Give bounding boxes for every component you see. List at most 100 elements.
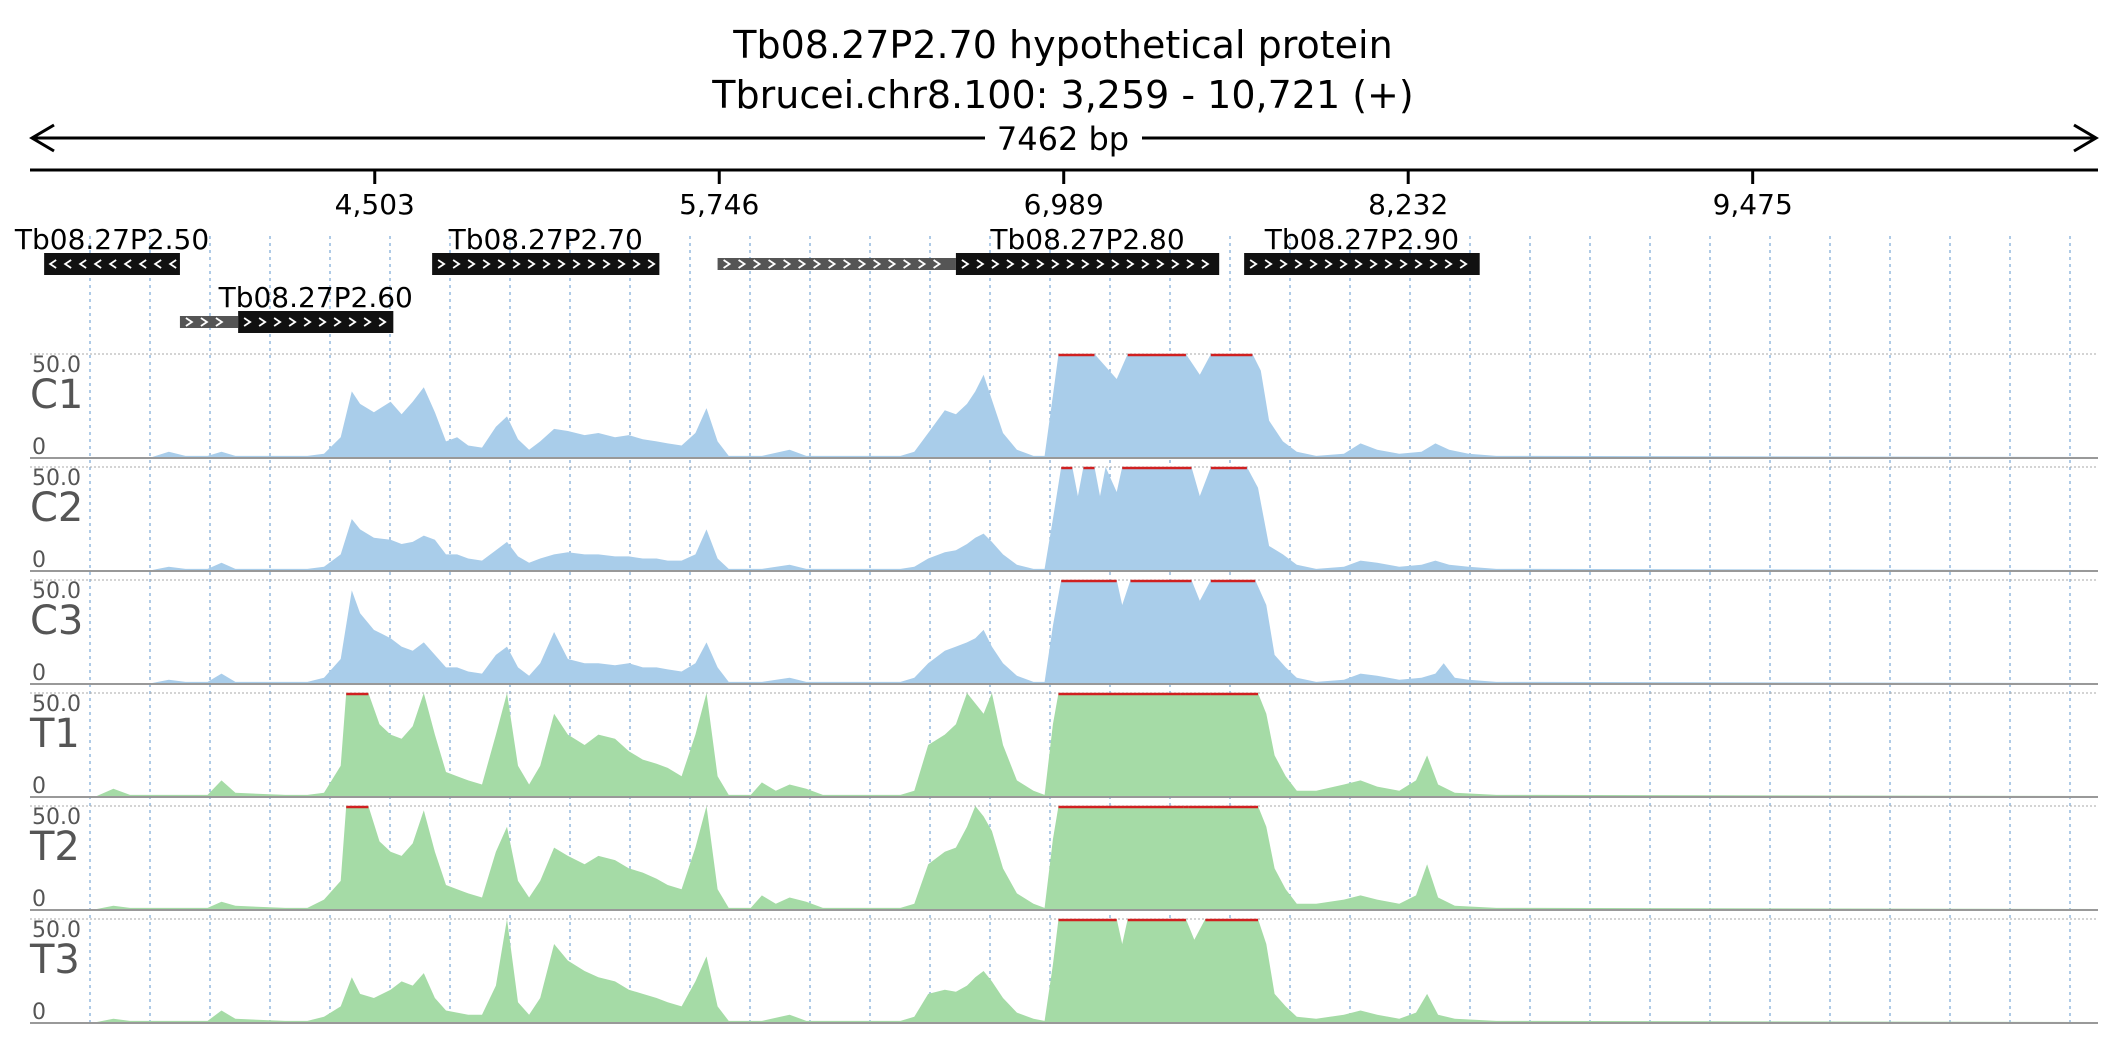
gene-Tb08.27P2.60: Tb08.27P2.60 [179, 281, 413, 333]
strand-arrow-utr [200, 317, 209, 327]
y-max-label: 50.0 [32, 579, 81, 604]
strand-arrow-cds [78, 259, 87, 269]
strand-arrow-cds [976, 259, 985, 269]
ruler-arrowhead-right [2073, 123, 2099, 153]
y-max-label: 50.0 [32, 692, 81, 717]
track-name: T1 [29, 711, 80, 757]
strand-arrow-cds [1324, 259, 1333, 269]
strand-arrow-cds [48, 259, 57, 269]
strand-arrow-cds [1141, 259, 1150, 269]
strand-arrow-cds [1126, 259, 1135, 269]
strand-arrow-cds [437, 259, 446, 269]
strand-arrow-utr [888, 259, 897, 269]
strand-arrow-cds [273, 317, 282, 327]
strand-arrow-cds [617, 259, 626, 269]
strand-arrow-cds [123, 259, 132, 269]
strand-arrow-cds [1279, 259, 1288, 269]
y-max-label: 50.0 [32, 466, 81, 491]
strand-arrow-cds [378, 317, 387, 327]
y-min-label: 0 [32, 661, 46, 686]
strand-arrow-cds [1096, 259, 1105, 269]
track-name: C3 [30, 598, 83, 644]
ruler-arrowhead-left [29, 123, 55, 153]
strand-arrow-cds [1309, 259, 1318, 269]
gene-label: Tb08.27P2.60 [218, 281, 413, 314]
track-C1: 50.0 0 C1 [30, 353, 2098, 460]
strand-arrow-cds [1429, 259, 1438, 269]
strand-arrow-cds [1354, 259, 1363, 269]
strand-arrow-cds [288, 317, 297, 327]
strand-arrow-cds [1384, 259, 1393, 269]
strand-arrow-cds [108, 259, 117, 269]
strand-arrow-cds [63, 259, 72, 269]
strand-arrow-cds [1264, 259, 1273, 269]
strand-arrow-cds [1369, 259, 1378, 269]
tick-label: 4,503 [335, 188, 415, 221]
gene-Tb08.27P2.50: Tb08.27P2.50 [14, 223, 209, 275]
strand-arrow-cds [1459, 259, 1468, 269]
strand-arrow-cds [1186, 259, 1195, 269]
gene-cds [432, 253, 660, 275]
strand-arrow-cds [572, 259, 581, 269]
sequence-length-label: 7462 bp [997, 120, 1129, 158]
length-ruler: 7462 bp [29, 120, 2099, 158]
gene-cds [44, 253, 180, 275]
gene-Tb08.27P2.90: Tb08.27P2.90 [1244, 223, 1480, 275]
y-max-label: 50.0 [32, 353, 81, 378]
strand-arrow-cds [168, 259, 177, 269]
track-name: T2 [29, 824, 80, 870]
strand-arrow-cds [363, 317, 372, 327]
strand-arrow-utr [843, 259, 852, 269]
strand-arrow-cds [258, 317, 267, 327]
strand-arrow-cds [497, 259, 506, 269]
coverage-area [30, 693, 2098, 797]
strand-arrow-cds [1051, 259, 1060, 269]
y-max-label: 50.0 [32, 918, 81, 943]
gene-utr [717, 258, 956, 270]
gene-label: Tb08.27P2.70 [448, 223, 643, 256]
gene-cds [238, 311, 394, 333]
strand-arrow-cds [632, 259, 641, 269]
track-C2: 50.0 0 C2 [30, 466, 2098, 573]
strand-arrow-cds [243, 317, 252, 327]
gene-Tb08.27P2.70: Tb08.27P2.70 [432, 223, 660, 275]
chart-title: Tb08.27P2.70 hypothetical protein [732, 23, 1392, 67]
strand-arrow-cds [1006, 259, 1015, 269]
y-min-label: 0 [32, 435, 46, 460]
strand-arrow-utr [723, 259, 732, 269]
strand-arrow-cds [1444, 259, 1453, 269]
strand-arrow-cds [1156, 259, 1165, 269]
strand-arrow-cds [1294, 259, 1303, 269]
track-T1: 50.0 0 T1 [29, 692, 2098, 799]
strand-arrow-cds [1399, 259, 1408, 269]
strand-arrow-utr [813, 259, 822, 269]
gene-label: Tb08.27P2.50 [14, 223, 209, 256]
track-name: T3 [29, 937, 80, 983]
strand-arrow-utr [873, 259, 882, 269]
track-C3: 50.0 0 C3 [30, 579, 2098, 686]
strand-arrow-cds [333, 317, 342, 327]
strand-arrow-cds [452, 259, 461, 269]
strand-arrow-cds [1111, 259, 1120, 269]
coverage-area [30, 354, 2098, 458]
strand-arrow-cds [1249, 259, 1258, 269]
gene-label: Tb08.27P2.90 [1264, 223, 1459, 256]
strand-arrow-cds [138, 259, 147, 269]
y-min-label: 0 [32, 887, 46, 912]
strand-arrow-cds [303, 317, 312, 327]
grid-lines [89, 236, 2071, 1022]
strand-arrow-cds [1066, 259, 1075, 269]
coverage-area [30, 580, 2098, 684]
strand-arrow-cds [961, 259, 970, 269]
strand-arrow-utr [828, 259, 837, 269]
strand-arrow-cds [93, 259, 102, 269]
tick-label: 8,232 [1368, 188, 1448, 221]
strand-arrow-utr [215, 317, 224, 327]
tick-label: 5,746 [679, 188, 759, 221]
coverage-area [30, 919, 2098, 1023]
strand-arrow-cds [1171, 259, 1180, 269]
strand-arrow-utr [738, 259, 747, 269]
tick-label: 9,475 [1713, 188, 1793, 221]
strand-arrow-utr [185, 317, 194, 327]
